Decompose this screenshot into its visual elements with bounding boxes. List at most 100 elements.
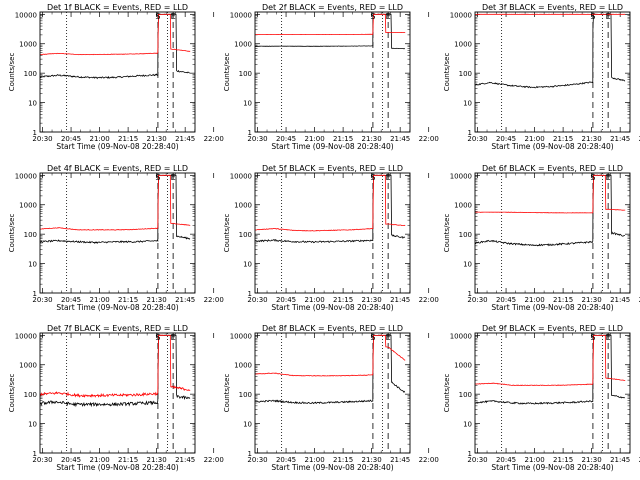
marker-E: E <box>606 333 611 342</box>
x-tick-label: 20:45 <box>61 296 81 304</box>
y-tick-label: 1 <box>248 129 252 137</box>
y-tick-label: 10000 <box>450 11 472 19</box>
panel-title: Det 3f BLACK = Events, RED = LLD <box>482 3 623 12</box>
lld-series-line <box>255 13 406 36</box>
x-tick-label: 20:45 <box>276 296 296 304</box>
events-series-line <box>254 174 406 244</box>
x-tick-label: 22:00 <box>419 456 439 464</box>
x-tick-label: 21:15 <box>553 135 573 143</box>
panel-title: Det 5f BLACK = Events, RED = LLD <box>262 164 403 173</box>
y-tick-label: 1 <box>468 129 472 137</box>
marker-S: S <box>155 173 160 182</box>
panel-7: Det 7f BLACK = Events, RED = LLD Counts/s… <box>8 324 224 472</box>
y-tick-label: 10000 <box>230 11 252 19</box>
y-axis-label: Counts/sec <box>223 53 231 92</box>
x-tick-label: 21:45 <box>390 296 410 304</box>
y-tick-label: 10000 <box>450 332 472 340</box>
x-tick-label: 21:45 <box>175 135 195 143</box>
x-tick-label: 20:30 <box>32 135 52 143</box>
y-tick-label: 100 <box>239 391 252 399</box>
x-tick-label: 21:30 <box>147 296 167 304</box>
y-tick-label: 100 <box>459 70 472 78</box>
x-tick-label: 21:45 <box>390 456 410 464</box>
panel-4: Det 4f BLACK = Events, RED = LLD Counts/s… <box>8 164 224 312</box>
y-tick-label: 1000 <box>19 202 37 210</box>
y-tick-label: 100 <box>24 231 37 239</box>
marker-S: S <box>590 173 595 182</box>
lld-series-line <box>474 174 626 214</box>
x-tick-label: 21:45 <box>175 456 195 464</box>
lld-series-line <box>474 334 626 386</box>
x-tick-label: 22:00 <box>204 456 224 464</box>
x-tick-label: 22:00 <box>204 296 224 304</box>
marker-E: E <box>386 12 391 21</box>
y-tick-label: 100 <box>459 231 472 239</box>
x-tick-label: 21:45 <box>610 296 630 304</box>
x-tick-label: 21:15 <box>118 296 138 304</box>
y-axis-label: Counts/sec <box>443 214 451 253</box>
x-tick-label: 21:15 <box>118 135 138 143</box>
y-tick-label: 1000 <box>234 41 252 49</box>
y-tick-label: 100 <box>24 70 37 78</box>
y-tick-label: 10000 <box>15 11 37 19</box>
lld-series-line <box>39 334 191 398</box>
events-series-line <box>474 13 626 89</box>
y-tick-label: 10000 <box>15 332 37 340</box>
plot-frame <box>39 172 196 294</box>
events-series-line <box>474 174 625 247</box>
x-tick-label: 20:30 <box>247 135 267 143</box>
y-axis-label: Counts/sec <box>443 53 451 92</box>
x-tick-label: 21:30 <box>147 456 167 464</box>
x-tick-label: 21:30 <box>147 135 167 143</box>
marker-S: S <box>155 12 160 21</box>
panel-title: Det 6f BLACK = Events, RED = LLD <box>482 164 623 173</box>
x-tick-label: 22:00 <box>419 135 439 143</box>
x-tick-label: 20:45 <box>496 296 516 304</box>
x-tick-label: 22:00 <box>639 456 640 464</box>
x-tick-label: 21:00 <box>524 135 544 143</box>
events-series-line <box>39 174 191 244</box>
x-tick-label: 21:00 <box>89 135 109 143</box>
y-tick-label: 10 <box>243 261 252 269</box>
y-tick-label: 1 <box>33 290 37 298</box>
x-tick-label: 21:30 <box>362 456 382 464</box>
y-axis-label: Counts/sec <box>8 53 16 92</box>
y-tick-label: 10 <box>463 421 472 429</box>
y-tick-label: 100 <box>459 391 472 399</box>
y-tick-label: 1 <box>248 450 252 458</box>
lld-series-line <box>39 13 191 56</box>
y-tick-label: 10000 <box>230 172 252 180</box>
plot-frame <box>474 172 631 294</box>
x-tick-label: 20:30 <box>467 135 487 143</box>
panel-6: Det 6f BLACK = Events, RED = LLD Counts/s… <box>443 164 640 312</box>
x-tick-label: 20:30 <box>467 296 487 304</box>
marker-S: S <box>590 12 595 21</box>
y-tick-label: 10 <box>28 100 37 108</box>
x-tick-label: 21:00 <box>89 296 109 304</box>
x-tick-label: 20:30 <box>32 296 52 304</box>
marker-S: S <box>370 333 375 342</box>
marker-E: E <box>606 173 611 182</box>
x-axis-label: Start Time (09-Nov-08 20:28:40) <box>491 463 613 472</box>
marker-E: E <box>386 173 391 182</box>
x-tick-label: 20:45 <box>61 456 81 464</box>
panel-title: Det 4f BLACK = Events, RED = LLD <box>47 164 188 173</box>
x-axis-label: Start Time (09-Nov-08 20:28:40) <box>271 142 393 151</box>
x-tick-label: 20:45 <box>496 135 516 143</box>
panel-title: Det 9f BLACK = Events, RED = LLD <box>482 324 623 333</box>
y-tick-label: 100 <box>24 391 37 399</box>
panel-title: Det 8f BLACK = Events, RED = LLD <box>262 324 403 333</box>
y-tick-label: 1 <box>248 290 252 298</box>
y-tick-label: 10000 <box>230 332 252 340</box>
y-axis-label: Counts/sec <box>443 374 451 413</box>
x-tick-label: 21:00 <box>304 135 324 143</box>
x-axis-label: Start Time (09-Nov-08 20:28:40) <box>271 463 393 472</box>
x-tick-label: 20:30 <box>247 296 267 304</box>
y-tick-label: 10 <box>243 100 252 108</box>
plot-frame <box>474 11 631 133</box>
y-tick-label: 1000 <box>234 362 252 370</box>
lld-series-line <box>39 174 191 231</box>
panel-9: Det 9f BLACK = Events, RED = LLD Counts/s… <box>443 324 640 472</box>
x-tick-label: 21:15 <box>118 456 138 464</box>
y-tick-label: 10 <box>463 261 472 269</box>
